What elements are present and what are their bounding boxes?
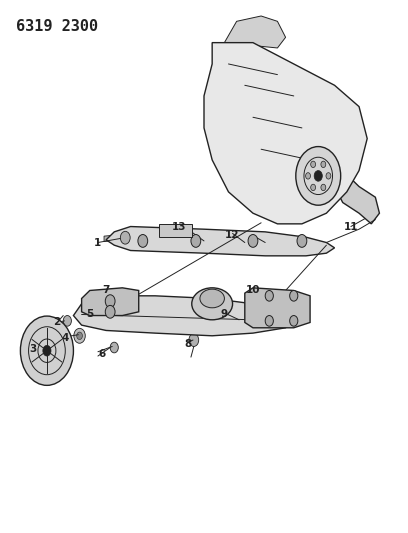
Circle shape: [20, 316, 73, 385]
Circle shape: [326, 173, 331, 179]
Text: 10: 10: [246, 286, 260, 295]
Text: 11: 11: [344, 222, 358, 231]
Text: 2: 2: [53, 318, 61, 327]
Circle shape: [105, 305, 115, 318]
Circle shape: [191, 235, 201, 247]
Circle shape: [314, 171, 322, 181]
Text: 6319 2300: 6319 2300: [16, 19, 98, 34]
Circle shape: [138, 235, 148, 247]
Polygon shape: [245, 288, 310, 328]
Circle shape: [248, 235, 258, 247]
Text: 12: 12: [225, 230, 240, 239]
Circle shape: [77, 332, 82, 340]
Circle shape: [311, 161, 316, 167]
Text: 6: 6: [98, 350, 106, 359]
Circle shape: [189, 334, 199, 346]
Circle shape: [306, 173, 310, 179]
Ellipse shape: [200, 289, 224, 308]
Circle shape: [105, 295, 115, 308]
FancyBboxPatch shape: [159, 224, 192, 237]
Circle shape: [321, 161, 326, 167]
Polygon shape: [106, 227, 335, 256]
Circle shape: [321, 184, 326, 191]
Circle shape: [311, 184, 316, 191]
Circle shape: [43, 345, 51, 356]
Circle shape: [110, 342, 118, 353]
Text: 13: 13: [172, 222, 187, 231]
Text: 7: 7: [102, 286, 110, 295]
Text: 5: 5: [86, 310, 93, 319]
Text: 8: 8: [184, 339, 191, 349]
Circle shape: [265, 290, 273, 301]
Circle shape: [290, 290, 298, 301]
Circle shape: [120, 231, 130, 244]
Text: 9: 9: [221, 310, 228, 319]
Circle shape: [74, 328, 85, 343]
Polygon shape: [104, 235, 122, 241]
Polygon shape: [335, 171, 379, 224]
Polygon shape: [82, 288, 139, 316]
Circle shape: [94, 313, 98, 318]
Circle shape: [290, 316, 298, 326]
Circle shape: [297, 235, 307, 247]
Circle shape: [91, 309, 101, 322]
Polygon shape: [224, 16, 286, 48]
Text: 1: 1: [94, 238, 102, 247]
Polygon shape: [204, 43, 367, 224]
Text: 3: 3: [29, 344, 36, 354]
Circle shape: [63, 316, 71, 326]
Polygon shape: [73, 296, 294, 336]
Circle shape: [265, 316, 273, 326]
Ellipse shape: [192, 288, 233, 320]
Circle shape: [296, 147, 341, 205]
Circle shape: [236, 316, 244, 326]
Text: 4: 4: [62, 334, 69, 343]
